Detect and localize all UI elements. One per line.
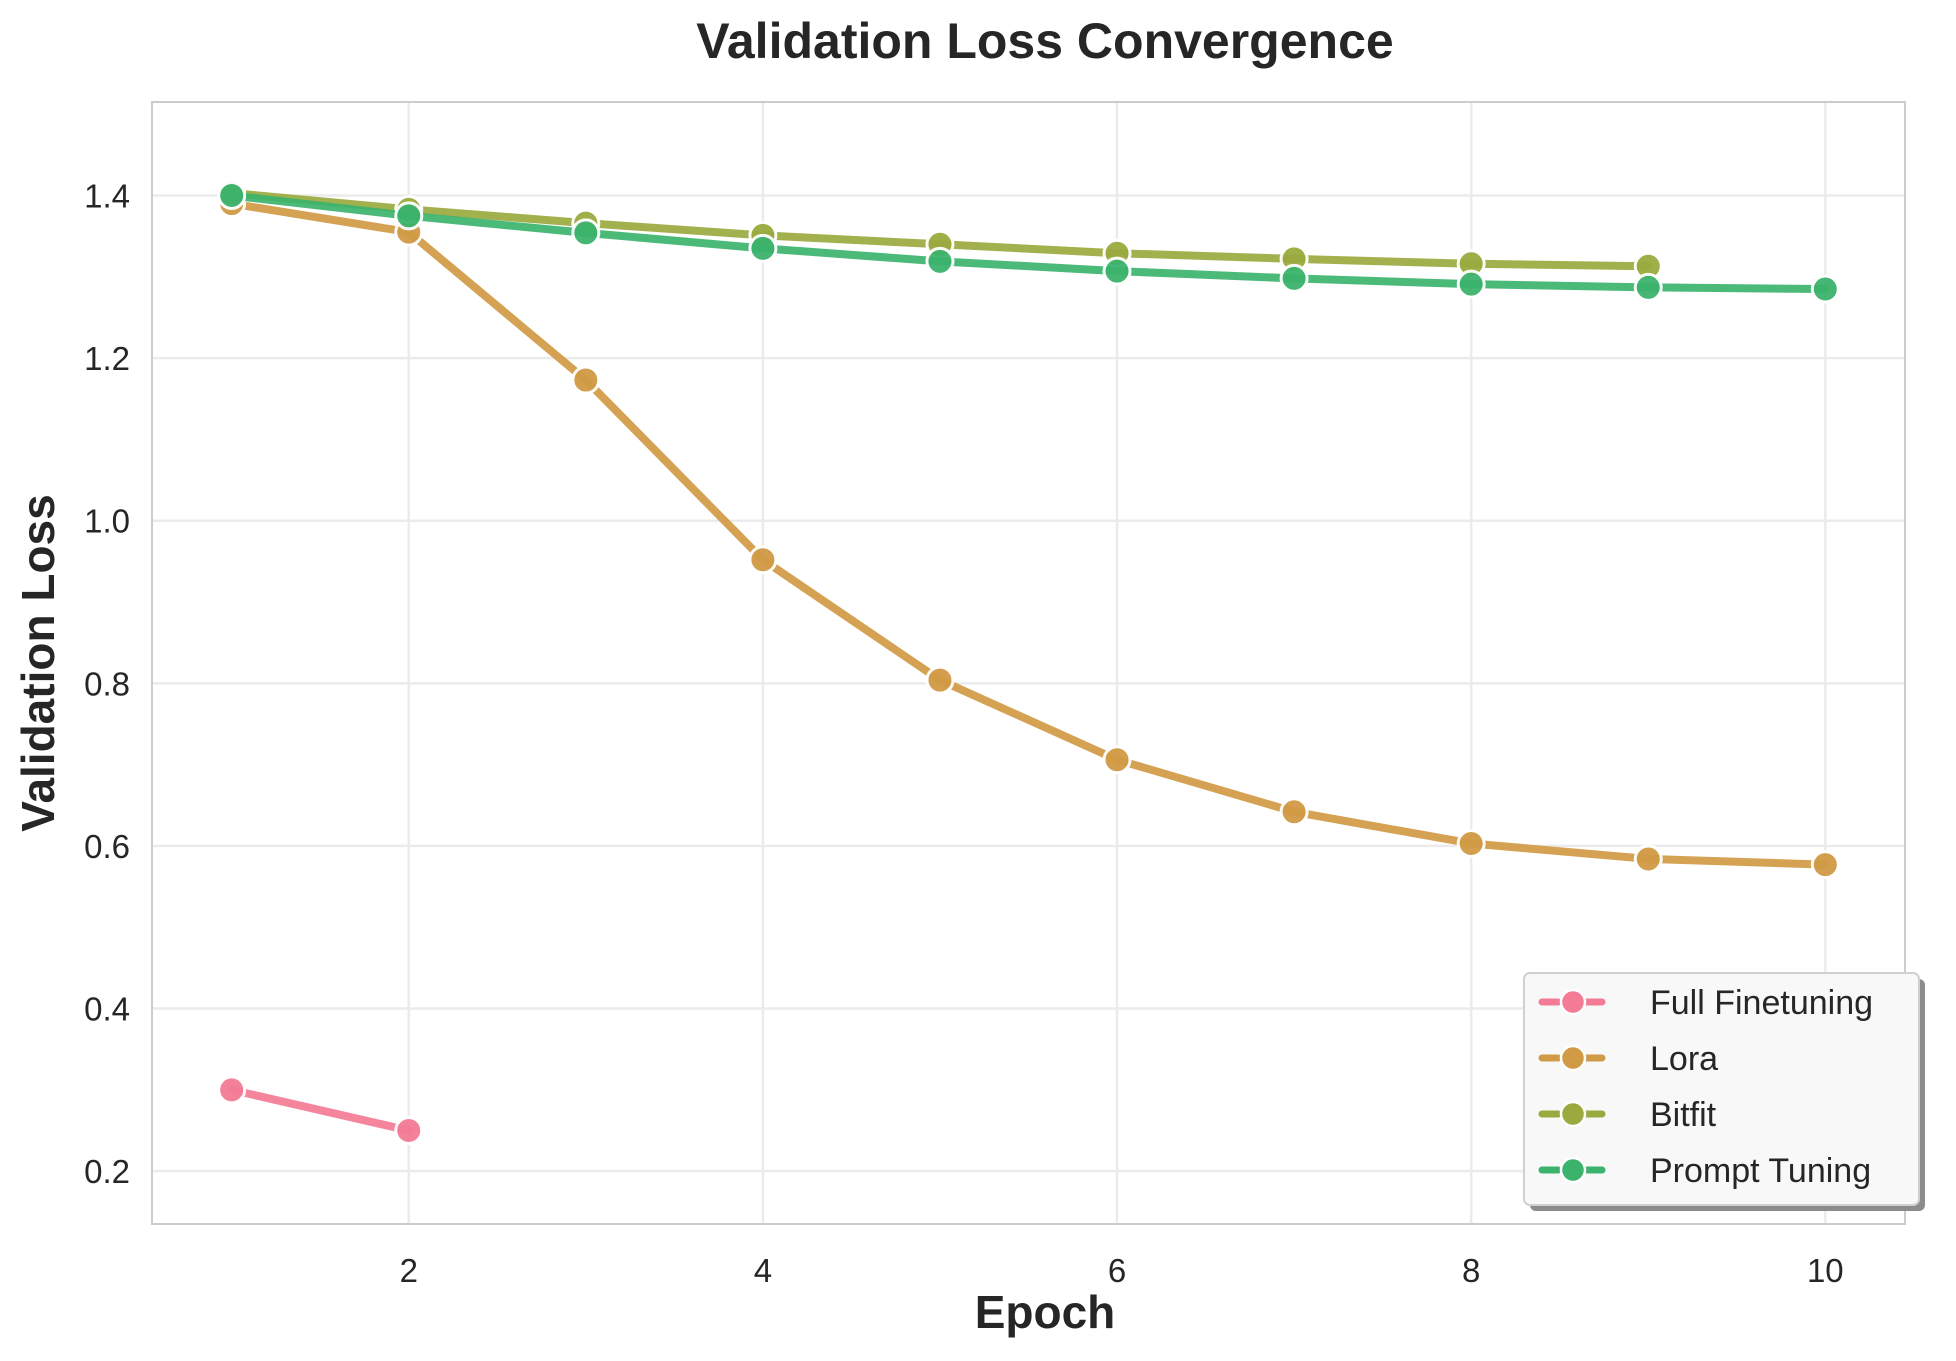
data-point <box>1456 828 1486 858</box>
legend-box <box>1523 972 1920 1206</box>
y-tick-label: 0.8 <box>84 665 130 702</box>
y-tick-label: 1.4 <box>84 178 130 215</box>
x-tick-label: 2 <box>400 1252 418 1289</box>
data-point <box>748 545 778 575</box>
data-point <box>1633 844 1663 874</box>
data-point <box>1810 850 1840 880</box>
series-line <box>227 191 1830 293</box>
data-point <box>1102 256 1132 286</box>
data-point <box>571 365 601 395</box>
data-point <box>748 233 778 263</box>
x-tick-label: 8 <box>1462 1252 1480 1289</box>
series-layer <box>217 178 1840 1145</box>
legend-label: Lora <box>1650 1040 1718 1078</box>
series-prompt-tuning <box>217 181 1840 304</box>
legend-label: Full Finetuning <box>1650 984 1873 1022</box>
legend-label: Bitfit <box>1650 1096 1717 1134</box>
y-tick-label: 0.2 <box>84 1153 130 1190</box>
legend-item: Lora <box>1538 1040 1718 1078</box>
y-axis-label: Validation Loss <box>12 494 64 831</box>
data-point <box>1456 269 1486 299</box>
series-line <box>227 1085 413 1135</box>
legend-marker <box>1559 1044 1587 1072</box>
grid-lines <box>152 102 1905 1224</box>
legend-item: Bitfit <box>1538 1096 1717 1134</box>
legend-marker <box>1559 1156 1587 1184</box>
y-tick-label: 0.6 <box>84 828 130 865</box>
legend-label: Prompt Tuning <box>1650 1152 1871 1190</box>
data-point <box>1633 272 1663 302</box>
plot-area-frame <box>151 101 1906 1225</box>
data-point <box>925 665 955 695</box>
y-tick-label: 1.2 <box>84 340 130 377</box>
x-tick-label: 10 <box>1807 1252 1844 1289</box>
y-tick-label: 1.0 <box>84 503 130 540</box>
data-point <box>1810 274 1840 304</box>
data-point <box>1279 263 1309 293</box>
data-point <box>1102 745 1132 775</box>
data-point <box>1279 797 1309 827</box>
data-point <box>394 1116 424 1145</box>
x-tick-label: 4 <box>754 1252 772 1289</box>
x-tick-label: 6 <box>1108 1252 1126 1289</box>
y-tick-label: 0.4 <box>84 991 130 1028</box>
data-point <box>571 218 601 248</box>
chart-title: Validation Loss Convergence <box>696 13 1393 69</box>
legend-marker <box>1559 1100 1587 1128</box>
legend: Full Finetuning Lora Bitfit Prompt Tuning <box>1523 972 1925 1211</box>
x-axis-label: Epoch <box>975 1286 1116 1338</box>
data-point <box>925 246 955 276</box>
series-full-finetuning <box>217 1075 424 1145</box>
data-point <box>217 181 247 210</box>
legend-item: Full Finetuning <box>1538 984 1873 1022</box>
data-point <box>217 1075 247 1105</box>
tick-labels: 2 4 6 8 10 0.2 0.4 0.6 0.8 1.0 1.2 1.4 <box>84 178 1844 1290</box>
legend-item: Prompt Tuning <box>1538 1152 1871 1190</box>
data-point <box>394 201 424 231</box>
legend-marker <box>1559 988 1587 1016</box>
series-line <box>227 199 1830 869</box>
